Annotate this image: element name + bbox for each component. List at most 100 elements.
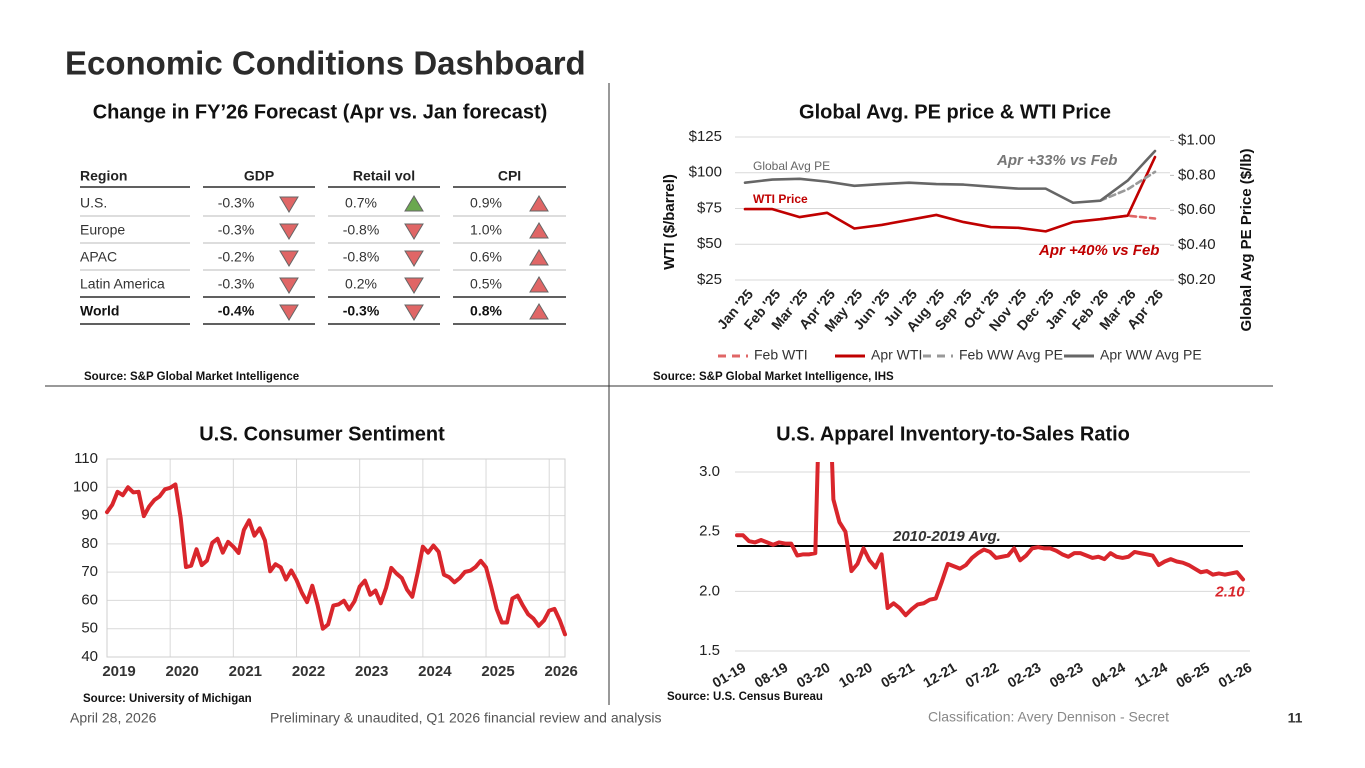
y2-tick-label: $0.60: [1178, 201, 1216, 218]
table-cell: 0.9%: [470, 195, 502, 211]
chart-title: Global Avg. PE price & WTI Price: [799, 101, 1111, 123]
x-tick-label: 04-24: [1089, 659, 1128, 691]
forecast-table: Region GDP Retail vol CPI U.S. -0.3% 0.7% 0.9% E…: [80, 168, 566, 325]
chart-title: U.S. Apparel Inventory-to-Sales Ratio: [776, 423, 1130, 445]
chart-title: U.S. Consumer Sentiment: [199, 423, 445, 445]
y-axis-title: WTI ($/barrel): [661, 174, 678, 270]
page-title: Economic Conditions Dashboard: [65, 45, 586, 82]
table-cell: U.S.: [80, 195, 107, 211]
trend-arrow: [279, 196, 299, 213]
table-title: Change in FY’26 Forecast (Apr vs. Jan fo…: [93, 101, 548, 123]
table-cell: 0.8%: [470, 303, 502, 319]
x-tick-label: 2021: [229, 663, 262, 680]
table-cell: -0.3%: [218, 276, 255, 292]
trend-arrow: [404, 195, 424, 212]
table-cell: -0.4%: [218, 303, 255, 319]
trend-arrow: [529, 276, 549, 293]
x-tick-label: 07-22: [962, 659, 1001, 691]
series-line: [743, 155, 1157, 233]
x-tick-label: 2020: [165, 663, 198, 680]
series-line: [735, 462, 1245, 618]
x-tick-label: 12-21: [920, 659, 959, 691]
x-tick-label: 10-20: [836, 659, 875, 691]
x-tick-label: 2025: [481, 663, 514, 680]
x-tick-label: 03-20: [794, 659, 833, 691]
annotation: Global Avg PE: [753, 159, 830, 173]
plot-frame: [106, 458, 566, 658]
table-cell: -0.3%: [218, 195, 255, 211]
trend-arrow: [279, 250, 299, 267]
y-tick-label: 50: [81, 620, 98, 637]
reference-label: 2010-2019 Avg.: [892, 528, 1001, 545]
table-cell: -0.2%: [218, 249, 255, 265]
trend-arrow: [529, 195, 549, 212]
y-tick-label: 2.5: [699, 523, 720, 540]
page-number: 11: [1288, 710, 1303, 726]
annotation: Apr +33% vs Feb: [996, 152, 1117, 169]
legend-label: Feb WW Avg PE: [959, 347, 1063, 363]
series-line: [105, 482, 567, 637]
legend-label: Feb WTI: [754, 347, 808, 363]
y-tick-label: 70: [81, 563, 98, 580]
y-tick-label: $75: [697, 199, 722, 216]
source: Source: U.S. Census Bureau: [667, 691, 823, 703]
x-tick-label: 2023: [355, 663, 388, 680]
y-tick-label: 110: [74, 450, 98, 467]
x-tick-label: 01-19: [709, 659, 748, 691]
table-header: Retail vol: [353, 168, 415, 184]
x-tick-label: 2019: [102, 663, 135, 680]
x-tick-label: 2024: [418, 663, 452, 680]
y-tick-label: 3.0: [699, 463, 720, 480]
y2-tick-label: $0.80: [1178, 166, 1216, 183]
x-tick-label: 11-24: [1132, 659, 1171, 690]
y-tick-label: $125: [689, 128, 722, 145]
series-line: [743, 149, 1157, 205]
y-tick-label: 60: [81, 591, 98, 608]
table-cell: Europe: [80, 222, 125, 238]
plot-area: [105, 482, 567, 637]
x-tick-label: 01-26: [1215, 659, 1254, 691]
trend-arrow: [404, 250, 424, 267]
footer-note: Preliminary & unaudited, Q1 2026 financi…: [270, 710, 661, 726]
footer-date: April 28, 2026: [70, 710, 157, 726]
x-tick-label: 08-19: [752, 659, 791, 691]
table-cell: -0.8%: [343, 222, 380, 238]
table-header: GDP: [244, 168, 274, 184]
trend-arrow: [529, 303, 549, 320]
footer-classification: Classification: Avery Dennison - Secret: [928, 709, 1169, 725]
x-tick-label: 05-21: [878, 659, 917, 691]
x-tick-label: 2026: [545, 663, 578, 680]
plot-area: [735, 462, 1245, 618]
y-tick-label: 100: [73, 478, 98, 495]
source: Source: S&P Global Market Intelligence, …: [653, 371, 894, 383]
annotation: Apr +40% vs Feb: [1038, 242, 1159, 259]
x-tick-label: 2022: [292, 663, 325, 680]
legend-label: Apr WW Avg PE: [1100, 347, 1202, 363]
trend-arrow: [279, 277, 299, 294]
table-cell: 0.2%: [345, 276, 377, 292]
series-line: [1099, 170, 1157, 202]
y2-tick-label: $0.40: [1178, 236, 1216, 253]
table-cell: 0.7%: [345, 195, 377, 211]
trend-arrow: [404, 223, 424, 240]
y-tick-label: 2.0: [699, 582, 720, 599]
table-cell: World: [80, 303, 119, 319]
trend-arrow: [529, 249, 549, 266]
table-cell: 1.0%: [470, 222, 502, 238]
value-label: 2.10: [1214, 583, 1245, 600]
source: Source: S&P Global Market Intelligence: [84, 371, 299, 383]
table-cell: APAC: [80, 249, 117, 265]
source: Source: University of Michigan: [83, 693, 252, 705]
table-cell: 0.5%: [470, 276, 502, 292]
legend-label: Apr WTI: [871, 347, 922, 363]
trend-arrow: [404, 304, 424, 321]
x-tick-label: 02-23: [1005, 659, 1044, 691]
y-tick-label: 90: [81, 507, 98, 524]
table-header: Region: [80, 168, 127, 184]
y2-tick-label: $0.20: [1178, 271, 1216, 288]
trend-arrow: [279, 223, 299, 240]
trend-arrow: [404, 277, 424, 294]
y-tick-label: 40: [81, 648, 98, 665]
